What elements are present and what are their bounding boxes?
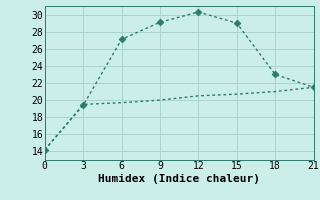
X-axis label: Humidex (Indice chaleur): Humidex (Indice chaleur) (98, 174, 260, 184)
